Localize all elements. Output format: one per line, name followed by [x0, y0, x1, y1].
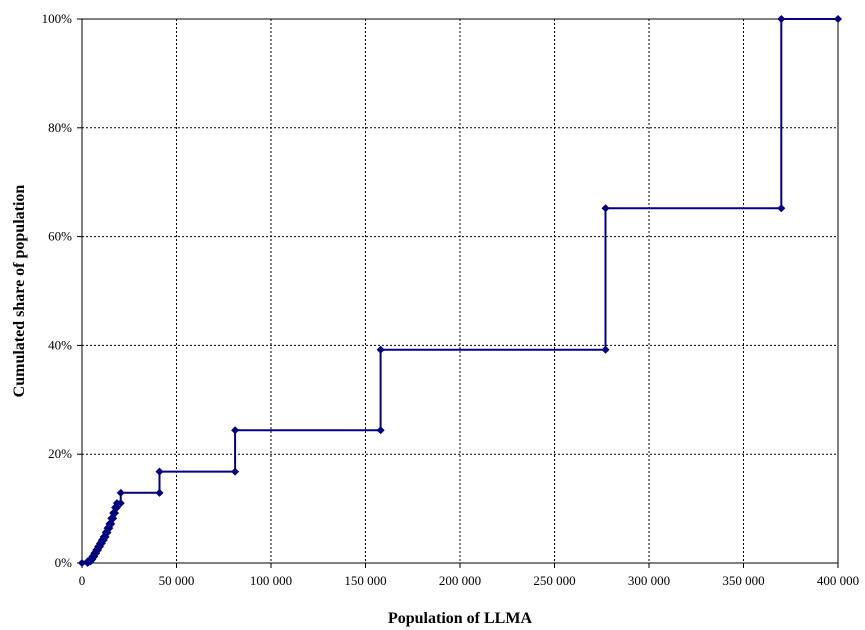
y-tick-label: 40%: [48, 337, 72, 352]
data-point: [231, 426, 240, 435]
x-axis-title: Population of LLMA: [388, 610, 532, 627]
x-tick-label: 250 000: [533, 573, 575, 588]
x-tick-label: 300 000: [628, 573, 670, 588]
markers: [78, 15, 842, 567]
x-tick-label: 150 000: [344, 573, 386, 588]
data-point: [601, 204, 610, 213]
y-tick-label: 100%: [42, 11, 73, 26]
y-tick-label: 0%: [55, 555, 73, 570]
data-point: [834, 15, 842, 23]
y-tick-label: 80%: [48, 120, 72, 135]
data-point: [78, 559, 86, 567]
data-point: [155, 488, 164, 497]
x-tick-label: 100 000: [250, 573, 292, 588]
x-tick-label: 400 000: [817, 573, 859, 588]
data-point: [777, 15, 786, 23]
ticks: 0 50 000 100 000 150 000 200 000 250 000 300 0…: [42, 11, 859, 588]
data-point: [155, 467, 164, 476]
data-point: [116, 488, 125, 497]
x-tick-label: 50 000: [159, 573, 195, 588]
data-point: [231, 467, 240, 476]
data-point: [376, 345, 385, 354]
y-axis-title: Cumulated share of population: [11, 185, 28, 398]
x-tick-label: 0: [79, 573, 86, 588]
y-tick-label: 60%: [48, 229, 72, 244]
data-point: [777, 204, 786, 213]
data-point: [376, 426, 385, 435]
y-tick-label: 20%: [48, 446, 72, 461]
x-tick-label: 200 000: [439, 573, 481, 588]
data-point: [601, 345, 610, 354]
data-point: [116, 499, 125, 508]
data-point: [112, 503, 121, 512]
grid: [82, 18, 838, 563]
data-point: [111, 508, 120, 517]
x-tick-label: 350 000: [722, 573, 764, 588]
